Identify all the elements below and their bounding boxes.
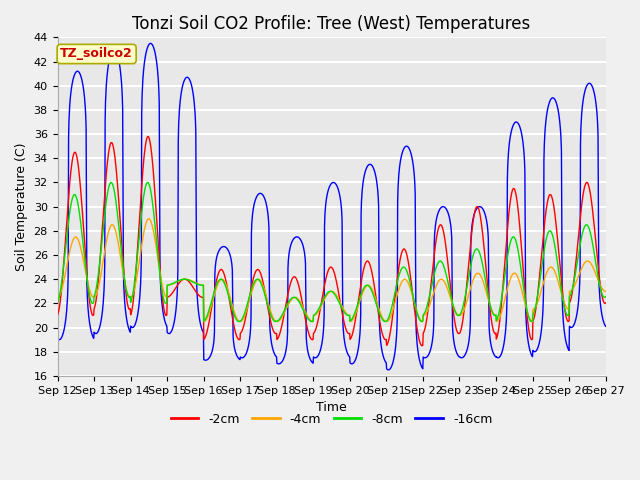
-2cm xyxy=(54,312,61,318)
-16cm xyxy=(538,328,545,334)
-8cm xyxy=(538,267,545,273)
-16cm xyxy=(385,367,392,373)
-8cm xyxy=(237,318,245,324)
-2cm xyxy=(417,342,425,348)
-8cm xyxy=(176,277,184,283)
Line: -2cm: -2cm xyxy=(58,136,605,346)
-2cm xyxy=(418,343,426,348)
-8cm xyxy=(163,300,170,306)
-8cm xyxy=(308,319,316,324)
Line: -8cm: -8cm xyxy=(58,182,605,322)
-16cm xyxy=(163,323,170,328)
Y-axis label: Soil Temperature (C): Soil Temperature (C) xyxy=(15,143,28,271)
-8cm xyxy=(108,180,115,185)
X-axis label: Time: Time xyxy=(316,401,347,414)
-8cm xyxy=(489,311,497,316)
-4cm xyxy=(200,319,207,324)
-16cm xyxy=(147,40,154,46)
-2cm xyxy=(237,330,245,336)
-8cm xyxy=(54,300,61,305)
-4cm xyxy=(489,310,497,315)
Line: -16cm: -16cm xyxy=(58,43,605,370)
-2cm xyxy=(489,325,497,331)
-16cm xyxy=(417,363,425,369)
-4cm xyxy=(176,277,184,283)
-4cm xyxy=(145,216,152,222)
-4cm xyxy=(602,288,609,294)
Text: TZ_soilco2: TZ_soilco2 xyxy=(60,48,133,60)
-16cm xyxy=(176,102,184,108)
-4cm xyxy=(417,318,425,324)
-2cm xyxy=(538,254,545,260)
-2cm xyxy=(176,279,184,285)
Title: Tonzi Soil CO2 Profile: Tree (West) Temperatures: Tonzi Soil CO2 Profile: Tree (West) Temp… xyxy=(132,15,531,33)
-2cm xyxy=(163,312,170,318)
-16cm xyxy=(602,324,609,329)
-8cm xyxy=(602,294,609,300)
-4cm xyxy=(237,318,245,324)
Legend: -2cm, -4cm, -8cm, -16cm: -2cm, -4cm, -8cm, -16cm xyxy=(166,408,497,431)
-2cm xyxy=(145,133,152,139)
-2cm xyxy=(602,300,609,306)
-4cm xyxy=(538,288,545,294)
-16cm xyxy=(237,355,245,360)
Line: -4cm: -4cm xyxy=(58,219,605,322)
-16cm xyxy=(54,336,61,341)
-8cm xyxy=(417,319,425,324)
-4cm xyxy=(163,294,170,300)
-16cm xyxy=(489,349,497,355)
-4cm xyxy=(54,294,61,300)
